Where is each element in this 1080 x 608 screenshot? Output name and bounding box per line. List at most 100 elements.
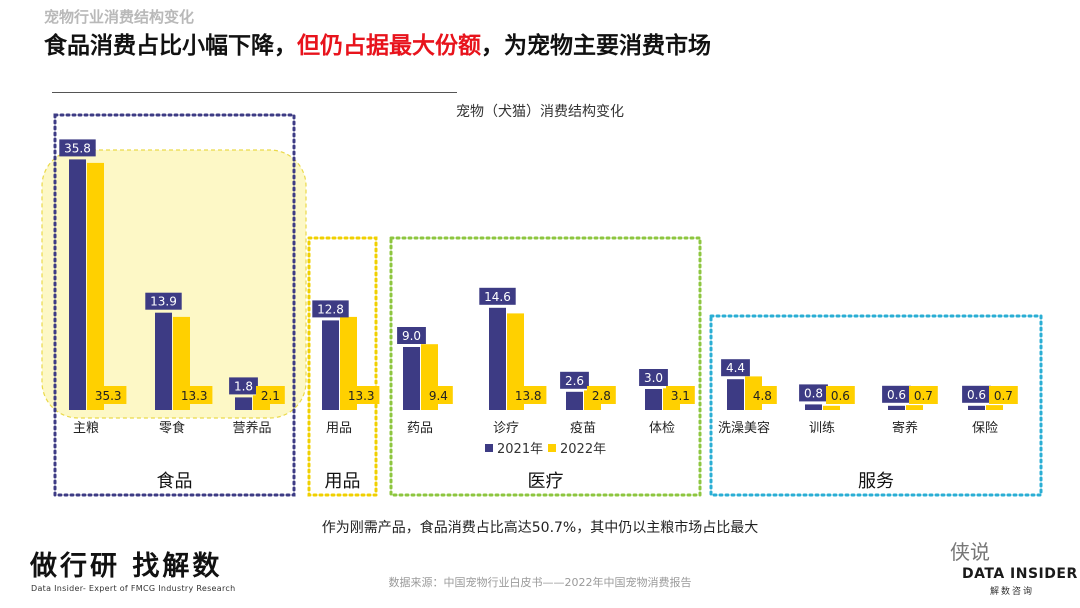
- data-label-2021: 1.8: [234, 379, 253, 393]
- data-label-2022: 13.3: [181, 389, 208, 403]
- data-label-2021: 9.0: [402, 329, 421, 343]
- data-label-2021: 2.6: [565, 374, 584, 388]
- group-label: 服务: [858, 471, 894, 492]
- bar-2022: [906, 405, 923, 410]
- bar-2021: [727, 379, 744, 410]
- data-label-2022: 0.6: [831, 389, 850, 403]
- data-label-bg-2022: [666, 386, 695, 404]
- data-label-2022: 9.4: [429, 389, 448, 403]
- category-label: 营养品: [232, 420, 271, 436]
- data-source: 数据来源：中国宠物行业白皮书——2022年中国宠物消费报告: [388, 576, 692, 589]
- data-label-2021: 14.6: [484, 290, 511, 304]
- bar-2021: [489, 307, 506, 410]
- data-label-bg-2022: [748, 386, 777, 404]
- category-label: 寄养: [892, 420, 918, 436]
- bar-2021: [968, 405, 985, 410]
- data-label-2021: 3.0: [644, 371, 663, 385]
- bar-2022: [507, 313, 524, 410]
- category-label: 训练: [809, 421, 835, 436]
- title-rule: [52, 92, 457, 93]
- data-label-bg-2021: [229, 377, 258, 395]
- data-label-bg-2021: [397, 327, 426, 344]
- bar-2021: [566, 391, 583, 410]
- data-label-bg-2022: [989, 386, 1018, 404]
- group-label: 食品: [157, 471, 193, 492]
- data-label-2022: 0.7: [994, 389, 1013, 403]
- bar-2022: [823, 405, 840, 410]
- data-label-bg-2022: [587, 386, 616, 404]
- data-label-bg-2021: [479, 287, 516, 305]
- group-frame-3: [389, 236, 702, 497]
- data-label-2022: 35.3: [95, 389, 122, 403]
- data-label-bg-2021: [59, 139, 96, 157]
- data-label-bg-2021: [639, 369, 668, 386]
- data-label-2021: 4.4: [726, 361, 745, 375]
- category-label: 零食: [159, 420, 185, 436]
- category-label: 保险: [972, 421, 998, 436]
- data-label-2021: 0.8: [804, 386, 823, 400]
- data-label-2022: 0.7: [914, 389, 933, 403]
- headline-highlight: 但仍占据最大份额: [297, 33, 481, 59]
- data-label-bg-2021: [882, 385, 911, 403]
- category-label: 体检: [649, 421, 675, 436]
- data-label-bg-2022: [176, 386, 213, 404]
- watermark: 侠说: [950, 540, 990, 564]
- data-label-2021: 13.9: [150, 295, 177, 309]
- data-label-2022: 13.8: [515, 389, 542, 403]
- legend-label-2022: 2022年: [560, 442, 606, 457]
- brand-logo-cn: 解数咨询: [990, 587, 1035, 597]
- category-label: 主粮: [73, 421, 99, 436]
- data-label-bg-2022: [90, 386, 127, 404]
- logo-text-en: Data Insider- Expert of FMCG Industry Re…: [31, 584, 236, 593]
- data-label-2022: 2.1: [261, 389, 280, 403]
- group-label: 医疗: [528, 471, 564, 492]
- category-label: 疫苗: [570, 420, 596, 436]
- legend-label-2021: 2021年: [497, 442, 543, 457]
- data-label-2021: 0.6: [967, 388, 986, 402]
- group-label: 用品: [325, 471, 361, 492]
- bar-2022: [986, 405, 1003, 410]
- bar-2021: [69, 159, 86, 410]
- data-label-bg-2021: [962, 385, 991, 403]
- category-label: 药品: [407, 421, 433, 436]
- category-label: 诊疗: [493, 421, 519, 436]
- data-label-2022: 13.3: [348, 389, 375, 403]
- data-label-2022: 3.1: [671, 389, 690, 403]
- chart-caption: 作为刚需产品，食品消费占比高达50.7%，其中仍以主粮市场占比最大: [321, 520, 759, 536]
- headline-part-1: 食品消费占比小幅下降，: [44, 33, 297, 59]
- data-label-bg-2022: [343, 386, 380, 404]
- group-frame-1: [53, 113, 296, 497]
- category-label: 洗澡美容: [718, 420, 770, 436]
- data-label-bg-2022: [256, 386, 285, 404]
- data-label-2022: 4.8: [753, 389, 772, 403]
- bar-2021: [155, 312, 172, 410]
- legend-swatch-2021: [485, 444, 493, 452]
- legend-swatch-2022: [548, 444, 556, 452]
- food-highlight-area: [41, 149, 307, 419]
- data-label-2021: 12.8: [317, 302, 344, 316]
- data-label-2022: 2.8: [592, 389, 611, 403]
- bar-2021: [888, 405, 905, 410]
- data-label-bg-2022: [510, 386, 547, 404]
- data-label-2021: 0.6: [887, 388, 906, 402]
- data-label-bg-2021: [799, 384, 828, 402]
- bar-2022: [87, 162, 104, 410]
- group-frame-2: [307, 236, 378, 497]
- bar-2021: [322, 320, 339, 410]
- bar-2021: [235, 397, 252, 410]
- data-label-bg-2021: [560, 371, 589, 389]
- data-label-bg-2021: [145, 292, 182, 310]
- bar-2021: [645, 389, 662, 410]
- page-headline: 食品消费占比小幅下降，但仍占据最大份额，为宠物主要消费市场: [44, 26, 711, 60]
- bar-2021: [403, 347, 420, 410]
- data-label-2021: 35.8: [64, 141, 91, 155]
- data-label-bg-2022: [424, 386, 453, 404]
- data-label-bg-2021: [312, 300, 349, 318]
- group-frame-4: [709, 314, 1043, 497]
- brand-logo-en: DATA INSIDER: [962, 566, 1078, 582]
- category-label: 用品: [326, 421, 352, 436]
- logo-text-cn: 做行研 找解数: [30, 551, 223, 582]
- chart-title: 宠物（犬猫）消费结构变化: [456, 104, 624, 120]
- data-label-bg-2022: [826, 386, 855, 404]
